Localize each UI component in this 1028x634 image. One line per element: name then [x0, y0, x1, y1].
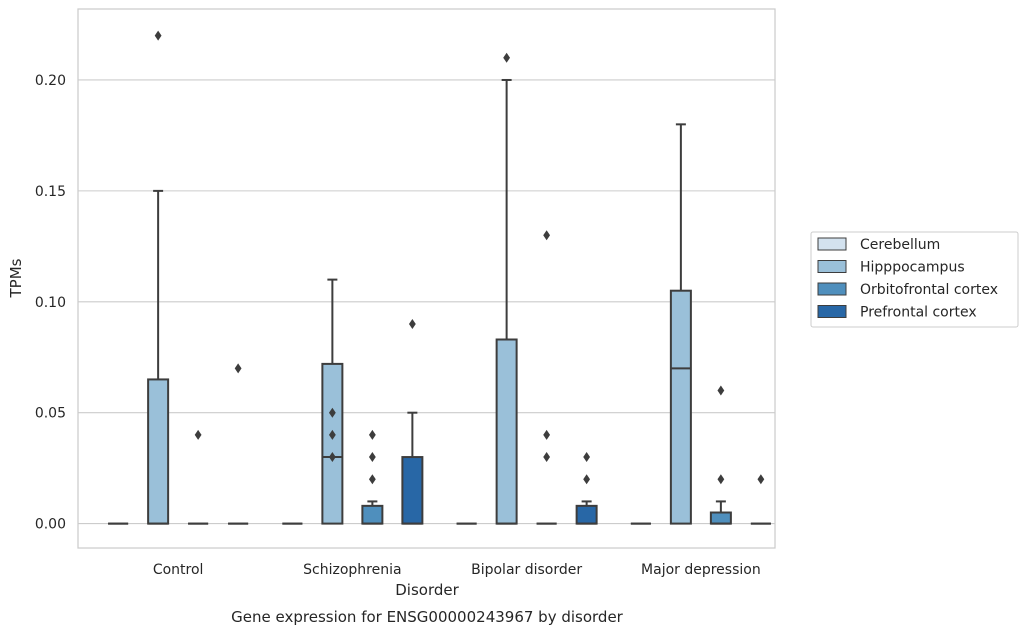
outlier-point — [328, 429, 336, 440]
gridlines — [78, 79, 775, 525]
y-tick-label: 0.15 — [35, 184, 66, 200]
outlier-point — [328, 452, 336, 463]
box — [361, 504, 384, 525]
legend-swatch — [817, 282, 847, 296]
outlier-point — [717, 474, 725, 485]
legend-swatch — [817, 260, 847, 273]
outlier-point — [154, 30, 162, 41]
legend-label: Cerebellum — [860, 237, 940, 253]
box — [575, 504, 598, 525]
outlier-point — [583, 474, 591, 485]
x-tick-label: Major depression — [641, 562, 761, 578]
x-tick-label: Bipolar disorder — [471, 562, 582, 578]
chart-caption: Gene expression for ENSG00000243967 by d… — [231, 608, 624, 626]
legend-swatch — [817, 237, 847, 251]
outliers — [154, 30, 765, 485]
outlier-point — [328, 407, 336, 418]
box — [495, 338, 518, 525]
outlier-point — [543, 452, 551, 463]
outlier-point — [543, 230, 551, 241]
y-tick-label: 0.20 — [35, 73, 66, 89]
outlier-point — [543, 429, 551, 440]
box — [709, 511, 732, 525]
x-tick-labels: Control Schizophrenia Bipolar disorder Majo… — [153, 562, 761, 578]
plot-frame — [77, 8, 776, 549]
legend-label: Prefrontal cortex — [860, 305, 977, 321]
legend-label: Hipppocampus — [860, 260, 965, 276]
y-tick-label: 0.05 — [35, 406, 66, 422]
outlier-point — [368, 452, 376, 463]
legend-swatch — [817, 305, 847, 318]
outlier-point — [368, 474, 376, 485]
legend: Cerebellum Hipppocampus Orbitofrontal cort… — [810, 231, 1019, 328]
y-tick-labels: 0.00 0.05 0.10 0.15 0.20 — [35, 73, 66, 533]
box — [401, 456, 424, 525]
outlier-point — [194, 429, 202, 440]
boxes — [108, 78, 771, 525]
box — [669, 289, 692, 525]
outlier-point — [368, 429, 376, 440]
box — [321, 362, 344, 525]
outlier-point — [234, 363, 242, 374]
y-axis-label: TPMs — [7, 258, 25, 298]
legend-frame — [810, 231, 1019, 328]
outlier-point — [408, 318, 416, 329]
x-axis-label: Disorder — [395, 581, 459, 599]
x-tick-label: Control — [153, 562, 204, 578]
box — [147, 378, 170, 525]
y-tick-label: 0.00 — [35, 517, 66, 533]
y-tick-label: 0.10 — [35, 295, 66, 311]
x-tick-label: Schizophrenia — [303, 562, 401, 578]
outlier-point — [757, 474, 765, 485]
outlier-point — [503, 52, 511, 63]
outlier-point — [717, 385, 725, 396]
legend-label: Orbitofrontal cortex — [860, 282, 998, 298]
outlier-point — [583, 452, 591, 463]
